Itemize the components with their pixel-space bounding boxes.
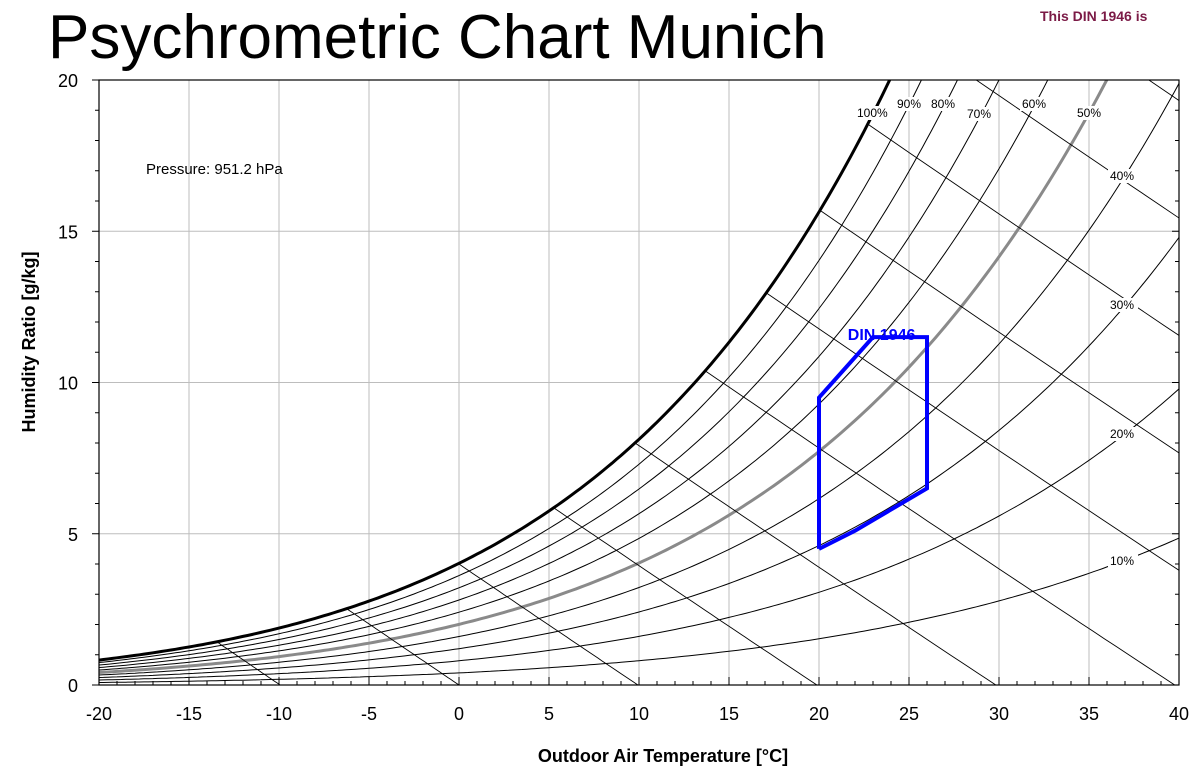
rh-curve-70 xyxy=(99,80,1000,668)
rh-label-bg xyxy=(1020,97,1050,111)
y-tick-label: 20 xyxy=(58,71,78,91)
x-tick-label: 30 xyxy=(989,704,1009,724)
x-tick-label: 5 xyxy=(544,704,554,724)
rh-label-30: 30% xyxy=(1110,298,1134,312)
rh-labels: 100% 90% 80% 70% 60% 50% 40% 30% 20% 10% xyxy=(855,97,1138,568)
x-tick-label: 40 xyxy=(1169,704,1189,724)
y-tick-label: 5 xyxy=(68,525,78,545)
y-tick-label: 10 xyxy=(58,374,78,394)
rh-label-100: 100% xyxy=(857,106,888,120)
rh-curve-60 xyxy=(99,80,1049,671)
x-tick-label: -15 xyxy=(176,704,202,724)
din-zone-label: DIN 1946 xyxy=(848,327,916,344)
x-tick-label: 20 xyxy=(809,704,829,724)
rh-curve-10 xyxy=(99,537,1179,683)
rh-curve-30 xyxy=(99,236,1179,678)
x-tick-label: 15 xyxy=(719,704,739,724)
y-axis-label: Humidity Ratio [g/kg] xyxy=(19,252,39,433)
rh-curve-40 xyxy=(99,82,1179,676)
enthalpy-line xyxy=(868,124,1179,336)
rh-label-20: 20% xyxy=(1110,427,1134,441)
rh-label-bg xyxy=(1108,554,1138,568)
din-note: This DIN 1946 is xyxy=(1040,8,1148,24)
x-tick-label: -10 xyxy=(266,704,292,724)
chart-title: Psychrometric Chart Munich xyxy=(48,3,827,72)
rh-label-90: 90% xyxy=(897,97,921,111)
enthalpy-lines xyxy=(216,80,1179,685)
axes: -20 -15 -10 -5 0 5 10 15 20 25 30 35 40 0 5 10 15 20 xyxy=(58,71,1189,724)
x-tick-label: -5 xyxy=(361,704,377,724)
rh-curve-100 xyxy=(99,80,892,662)
x-axis-label: Outdoor Air Temperature [°C] xyxy=(538,746,788,766)
rh-curve-20 xyxy=(99,388,1179,681)
enthalpy-line xyxy=(347,608,460,685)
rh-label-bg xyxy=(855,106,891,120)
enthalpy-line xyxy=(554,507,818,685)
grid-lines xyxy=(99,80,1179,685)
din-zone-outline xyxy=(817,335,929,551)
rh-label-60: 60% xyxy=(1022,97,1046,111)
rh-label-bg xyxy=(965,107,995,121)
rh-label-10: 10% xyxy=(1110,554,1134,568)
x-tick-label: 35 xyxy=(1079,704,1099,724)
enthalpy-line xyxy=(975,80,1179,219)
rh-label-50: 50% xyxy=(1077,106,1101,120)
enthalpy-line xyxy=(705,370,1175,685)
rh-label-bg xyxy=(1108,427,1138,441)
enthalpy-line xyxy=(458,563,639,685)
enthalpy-line xyxy=(216,641,281,685)
rh-curve-90 xyxy=(99,80,922,663)
rh-label-bg xyxy=(1075,106,1105,120)
rh-curve-80 xyxy=(99,80,959,666)
rh-label-40: 40% xyxy=(1110,169,1134,183)
enthalpy-line xyxy=(820,210,1179,454)
rh-label-80: 80% xyxy=(931,97,955,111)
x-tick-label: 0 xyxy=(454,704,464,724)
enthalpy-line xyxy=(635,442,997,685)
rh-label-bg xyxy=(1108,298,1138,312)
rh-label-bg xyxy=(895,97,925,111)
x-tick-label: 10 xyxy=(629,704,649,724)
relative-humidity-curves xyxy=(99,80,1179,683)
pressure-label: Pressure: 951.2 hPa xyxy=(146,161,283,178)
rh-label-70: 70% xyxy=(967,107,991,121)
rh-curve-50 xyxy=(99,80,1109,674)
rh-label-bg xyxy=(929,97,959,111)
x-tick-label: 25 xyxy=(899,704,919,724)
y-tick-label: 0 xyxy=(68,676,78,696)
y-tick-label: 15 xyxy=(58,222,78,242)
enthalpy-line xyxy=(766,292,1179,571)
rh-label-bg xyxy=(1108,169,1138,183)
x-tick-label: -20 xyxy=(86,704,112,724)
din-1946-zone: DIN 1946 xyxy=(817,327,929,551)
